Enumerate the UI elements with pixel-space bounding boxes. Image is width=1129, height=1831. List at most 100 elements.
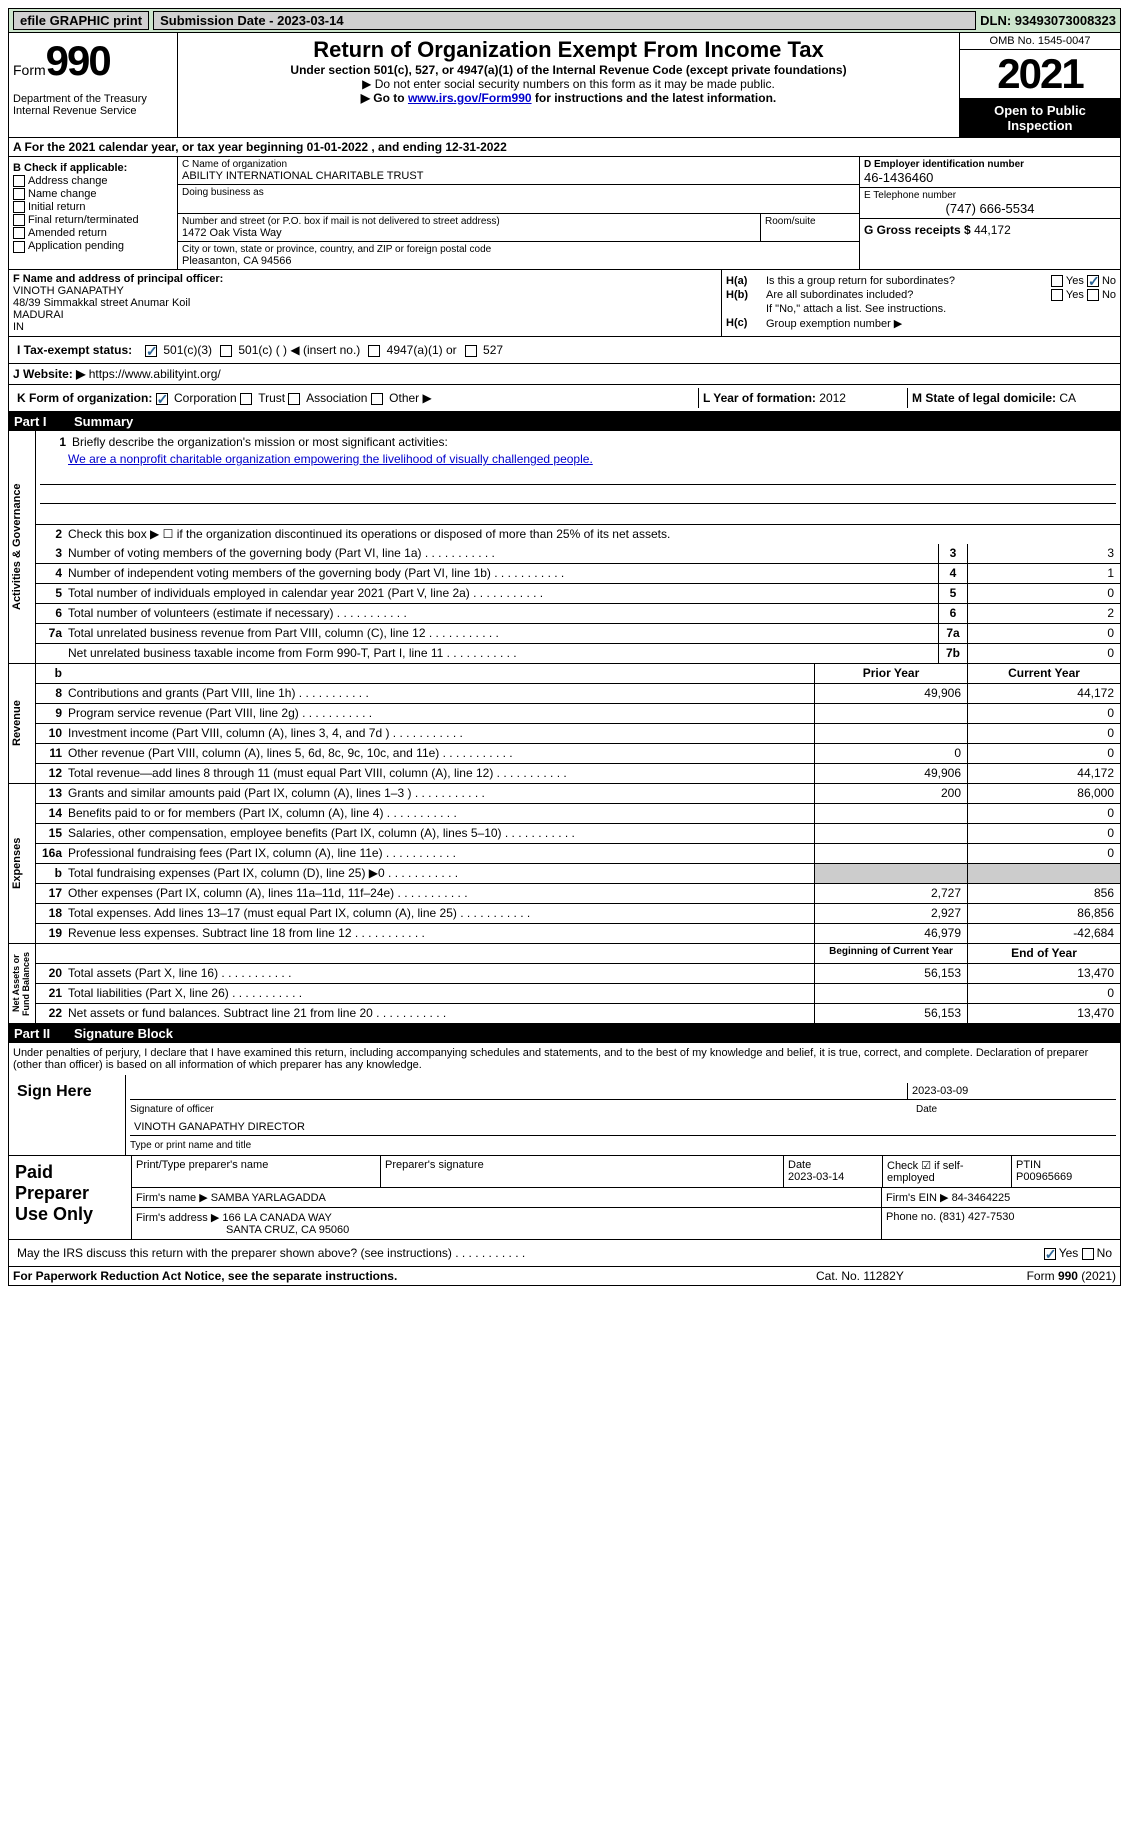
initial-return-check[interactable]: [13, 201, 25, 213]
discuss-yes[interactable]: [1044, 1248, 1056, 1260]
prep-sig-label: Preparer's signature: [381, 1156, 784, 1187]
dba-label: Doing business as: [182, 187, 855, 198]
trust-check[interactable]: [240, 393, 252, 405]
goto-note: ▶ Go to www.irs.gov/Form990 for instruct…: [182, 91, 955, 105]
end-year-header: End of Year: [967, 944, 1120, 963]
org-name-label: C Name of organization: [182, 159, 855, 170]
identity-block: B Check if applicable: Address change Na…: [8, 157, 1121, 270]
street-label: Number and street (or P.O. box if mail i…: [182, 216, 756, 227]
year-formation: 2012: [819, 391, 846, 405]
date-label: Date: [916, 1104, 1116, 1115]
501c3-check[interactable]: [145, 345, 157, 357]
summary-row: Net unrelated business taxable income fr…: [36, 644, 1120, 663]
ha-text: Is this a group return for subordinates?: [766, 275, 1006, 287]
app-pending-check[interactable]: [13, 241, 25, 253]
discuss-row: May the IRS discuss this return with the…: [8, 1240, 1121, 1267]
hc-text: Group exemption number ▶: [766, 317, 1116, 330]
501c-check[interactable]: [220, 345, 232, 357]
hb-no[interactable]: [1087, 289, 1099, 301]
summary-row: 3Number of voting members of the governi…: [36, 544, 1120, 564]
officer-printed: VINOTH GANAPATHY DIRECTOR: [130, 1119, 309, 1135]
phone-label: E Telephone number: [864, 190, 1116, 201]
summary-row: 21Total liabilities (Part X, line 26)0: [36, 984, 1120, 1004]
street: 1472 Oak Vista Way: [182, 227, 756, 239]
website-row: J Website: ▶ https://www.abilityint.org/: [8, 364, 1121, 385]
form-title: Return of Organization Exempt From Incom…: [182, 37, 955, 63]
officer-street: 48/39 Simmakkal street Anumar Koil: [13, 297, 717, 309]
form-ref: Form 990 (2021): [966, 1269, 1116, 1283]
corp-check[interactable]: [156, 393, 168, 405]
mission-label: Briefly describe the organization's miss…: [68, 433, 1116, 452]
dept-treasury: Department of the Treasury Internal Reve…: [13, 93, 173, 117]
tax-exempt-row: I Tax-exempt status: 501(c)(3) 501(c) ( …: [8, 337, 1121, 364]
governance-tab: Activities & Governance: [9, 431, 36, 663]
summary-row: 5Total number of individuals employed in…: [36, 584, 1120, 604]
amended-check[interactable]: [13, 227, 25, 239]
submission-date: Submission Date - 2023-03-14: [153, 11, 976, 30]
ptin: P00965669: [1016, 1171, 1072, 1183]
summary-row: 11Other revenue (Part VIII, column (A), …: [36, 744, 1120, 764]
calendar-year: A For the 2021 calendar year, or tax yea…: [8, 138, 1121, 157]
revenue-tab: Revenue: [9, 664, 36, 783]
summary-row: 13Grants and similar amounts paid (Part …: [36, 784, 1120, 804]
netassets-section: Net Assets orFund Balances Beginning of …: [8, 944, 1121, 1024]
efile-print-button[interactable]: efile GRAPHIC print: [13, 11, 149, 30]
website-url[interactable]: https://www.abilityint.org/: [89, 367, 221, 381]
form-label: Form: [13, 62, 46, 78]
officer-h-block: F Name and address of principal officer:…: [8, 270, 1121, 337]
form-number: 990: [46, 37, 110, 84]
officer-label: F Name and address of principal officer:: [13, 273, 717, 285]
summary-row: 17Other expenses (Part IX, column (A), l…: [36, 884, 1120, 904]
firm-addr2: SANTA CRUZ, CA 95060: [136, 1224, 349, 1236]
governance-section: Activities & Governance 1Briefly describ…: [8, 431, 1121, 664]
declaration: Under penalties of perjury, I declare th…: [9, 1043, 1120, 1075]
signature-block: Under penalties of perjury, I declare th…: [8, 1043, 1121, 1156]
prep-phone: (831) 427-7530: [939, 1211, 1014, 1223]
begin-year-header: Beginning of Current Year: [814, 944, 967, 963]
firm-name: SAMBA YARLAGADDA: [211, 1192, 326, 1204]
gross-label: G Gross receipts $: [864, 223, 971, 237]
k-label: K Form of organization:: [17, 391, 152, 405]
dln: DLN: 93493073008323: [980, 13, 1116, 28]
hb-yes[interactable]: [1051, 289, 1063, 301]
assoc-check[interactable]: [288, 393, 300, 405]
sig-officer-label: Signature of officer: [130, 1104, 916, 1115]
527-check[interactable]: [465, 345, 477, 357]
part1-header: Part I Summary: [8, 412, 1121, 431]
summary-row: 20Total assets (Part X, line 16)56,15313…: [36, 964, 1120, 984]
officer-name: VINOTH GANAPATHY: [13, 285, 717, 297]
phone: (747) 666-5534: [864, 201, 1116, 216]
ssn-note: ▶ Do not enter social security numbers o…: [182, 77, 955, 91]
current-year-header: Current Year: [967, 664, 1120, 683]
4947-check[interactable]: [368, 345, 380, 357]
summary-row: 15Salaries, other compensation, employee…: [36, 824, 1120, 844]
summary-row: 4Number of independent voting members of…: [36, 564, 1120, 584]
hb-label: H(b): [726, 289, 766, 301]
name-change-check[interactable]: [13, 188, 25, 200]
cat-no: Cat. No. 11282Y: [816, 1269, 966, 1283]
ha-no[interactable]: [1087, 275, 1099, 287]
summary-row: 18Total expenses. Add lines 13–17 (must …: [36, 904, 1120, 924]
h-note: If "No," attach a list. See instructions…: [726, 303, 1116, 315]
summary-row: 7aTotal unrelated business revenue from …: [36, 624, 1120, 644]
hc-label: H(c): [726, 317, 766, 330]
ha-yes[interactable]: [1051, 275, 1063, 287]
prior-year-header: Prior Year: [814, 664, 967, 683]
revenue-section: Revenue b Prior Year Current Year 8Contr…: [8, 664, 1121, 784]
tax-year: 2021: [960, 50, 1120, 99]
other-check[interactable]: [371, 393, 383, 405]
top-bar: efile GRAPHIC print Submission Date - 20…: [8, 8, 1121, 33]
summary-row: 16aProfessional fundraising fees (Part I…: [36, 844, 1120, 864]
final-return-check[interactable]: [13, 214, 25, 226]
mission-text: We are a nonprofit charitable organizati…: [40, 452, 1116, 466]
section-b-label: B Check if applicable:: [13, 162, 173, 174]
type-label: Type or print name and title: [130, 1140, 1116, 1151]
irs-link[interactable]: www.irs.gov/Form990: [408, 91, 532, 105]
m-label: M State of legal domicile:: [912, 391, 1056, 405]
summary-row: 19Revenue less expenses. Subtract line 1…: [36, 924, 1120, 943]
summary-row: 8Contributions and grants (Part VIII, li…: [36, 684, 1120, 704]
part2-header: Part II Signature Block: [8, 1024, 1121, 1043]
discuss-no[interactable]: [1082, 1248, 1094, 1260]
addr-change-check[interactable]: [13, 175, 25, 187]
self-emp-check[interactable]: Check ☑ if self-employed: [883, 1156, 1012, 1187]
